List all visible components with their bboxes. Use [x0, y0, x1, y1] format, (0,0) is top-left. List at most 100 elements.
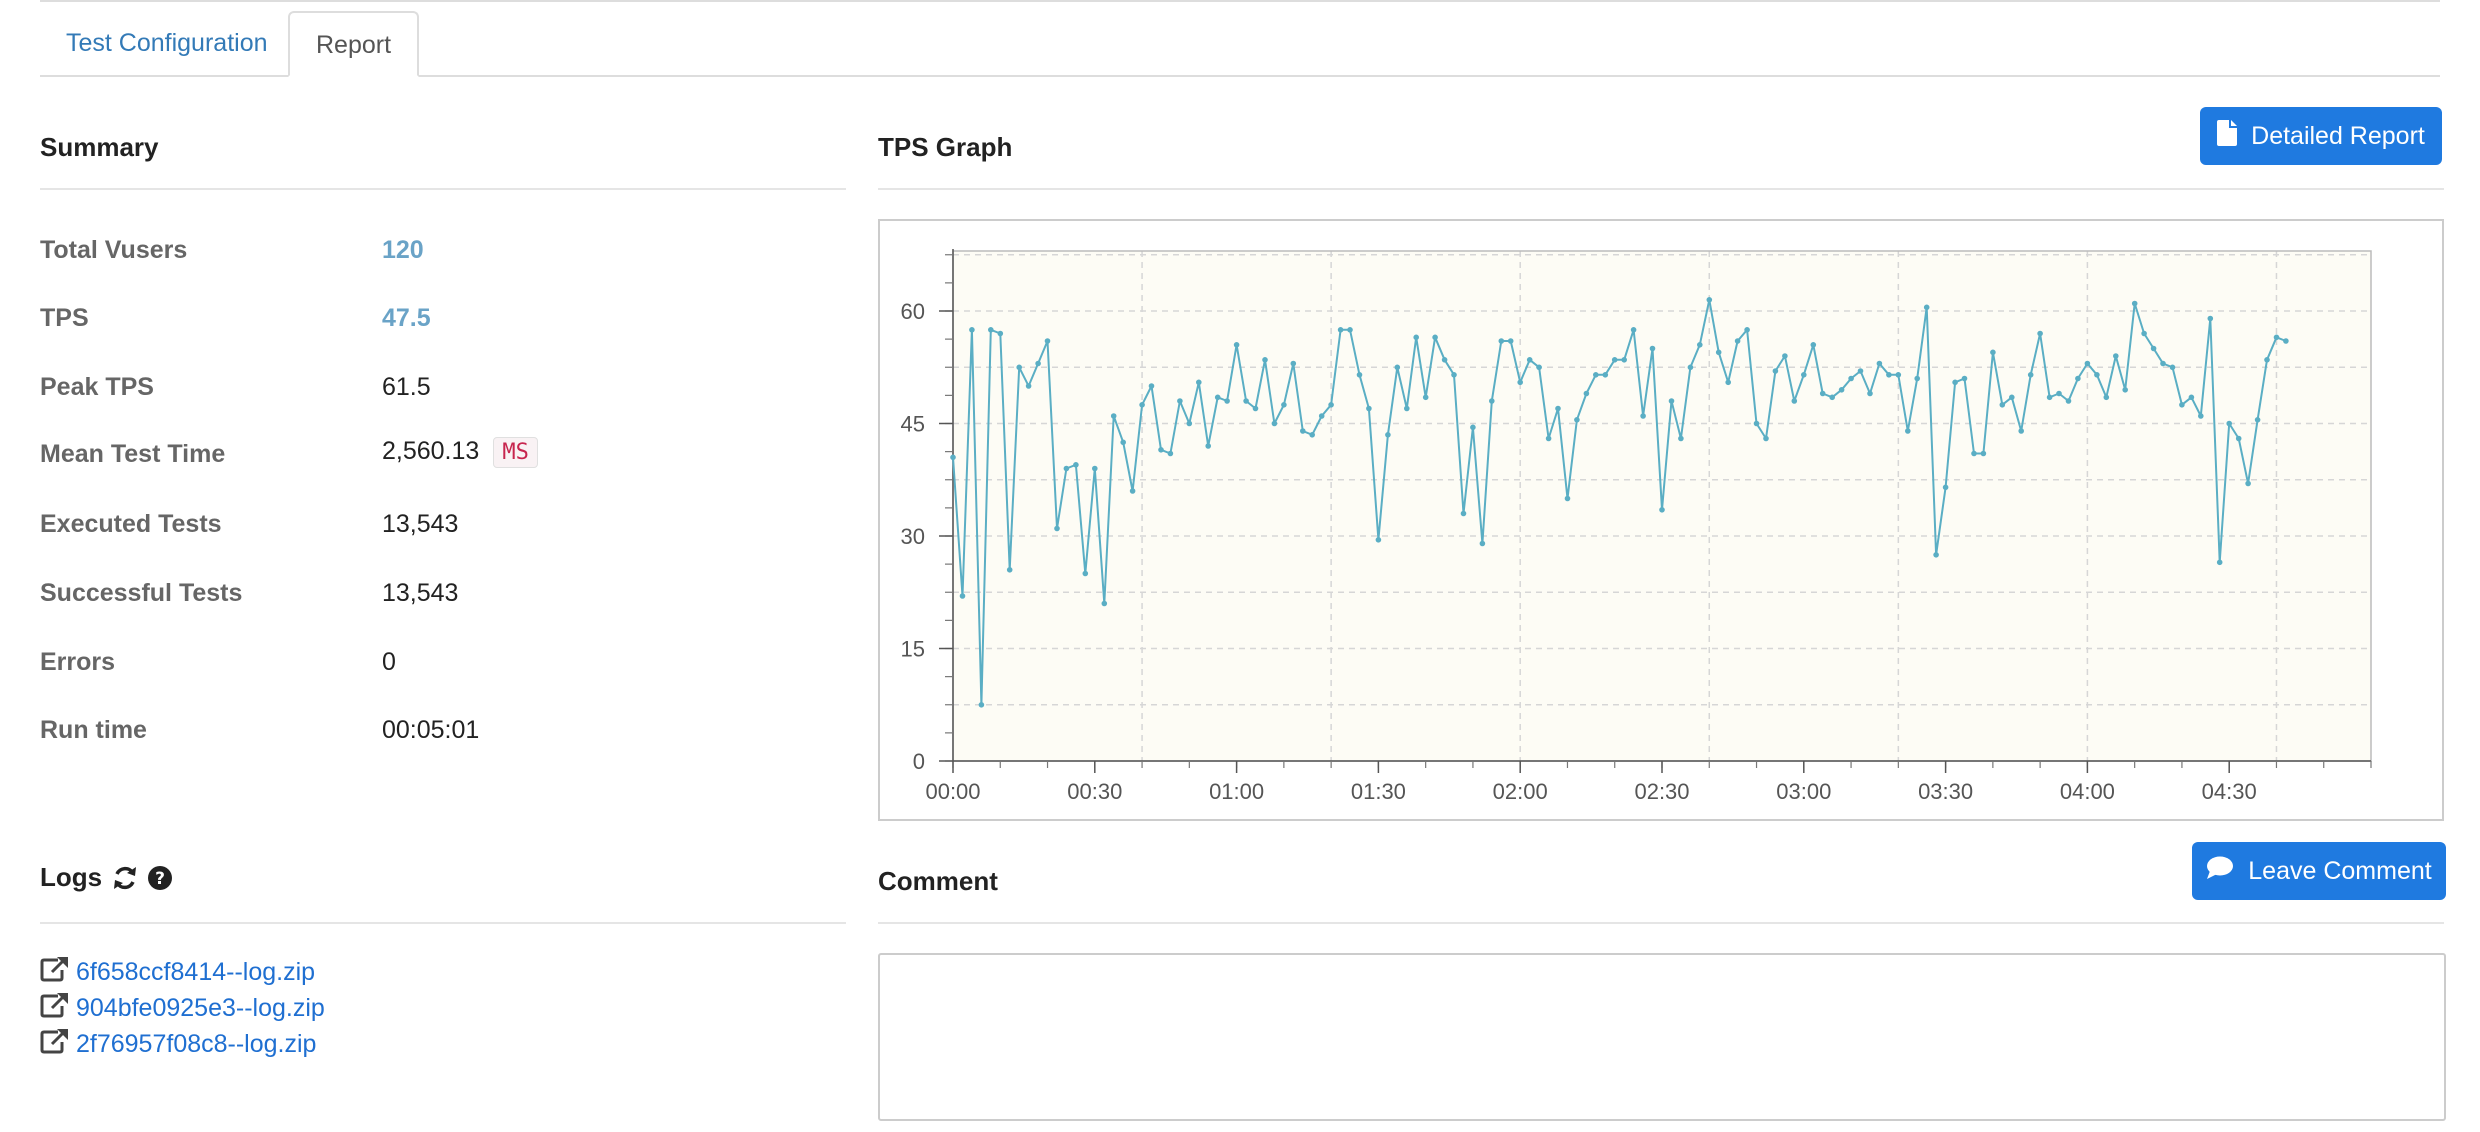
tps-data-point: [1999, 402, 2006, 408]
tps-data-point: [1697, 342, 1703, 348]
x-tick-label: 02:30: [1634, 779, 1689, 804]
tps-data-point: [1016, 364, 1022, 371]
log-file-link[interactable]: 6f658ccf8414--log.zip: [40, 956, 315, 988]
log-file-link[interactable]: 904bfe0925e3--log.zip: [40, 992, 325, 1024]
external-link-icon: [40, 992, 70, 1025]
x-tick-label: 02:00: [1493, 779, 1548, 804]
tps-data-point: [1507, 338, 1514, 344]
tps-data-point: [1006, 567, 1013, 573]
comment-textarea[interactable]: [878, 953, 2446, 1121]
tps-data-point: [988, 327, 994, 333]
tps-data-point: [1489, 398, 1495, 404]
tps-data-point: [1593, 372, 1599, 378]
leave-comment-label: Leave Comment: [2248, 856, 2432, 885]
comment-title: Comment: [878, 866, 998, 896]
tps-data-point: [1772, 368, 1779, 374]
tps-data-point: [2198, 413, 2204, 419]
summary-row-tps: TPS 47.5: [40, 304, 840, 344]
tps-series-line: [952, 298, 2287, 706]
tps-data-point: [1933, 552, 1939, 558]
tps-data-point: [950, 454, 956, 461]
external-link-icon: [40, 1028, 70, 1061]
summary-title: Summary: [40, 132, 159, 162]
tps-data-point: [2188, 394, 2195, 401]
tps-chart: 0 15 30 45 60 00:00 00:30 01:00 01:30 02:00 02:30 0…: [878, 219, 2444, 821]
tps-data-point: [1555, 405, 1561, 412]
tps-data-point: [2179, 402, 2185, 408]
leave-comment-button[interactable]: Leave Comment: [2192, 842, 2446, 900]
tps-data-point: [1536, 364, 1542, 371]
chart-grid: [952, 250, 2372, 762]
tps-data-point: [1271, 420, 1278, 427]
run-time-value: 00:05:01: [382, 716, 480, 744]
detailed-report-button[interactable]: Detailed Report: [2200, 107, 2442, 165]
refresh-icon[interactable]: [112, 865, 138, 891]
tps-data-point: [1810, 342, 1817, 348]
tps-data-point: [1224, 398, 1230, 404]
x-tick-label: 03:00: [1776, 779, 1831, 804]
tps-data-point: [2141, 330, 2147, 337]
tab-report[interactable]: Report: [288, 11, 420, 77]
tps-data-point: [2056, 390, 2062, 397]
tps-data-point: [1281, 402, 1287, 408]
run-time-label: Run time: [40, 716, 147, 744]
tps-data-point: [1706, 297, 1713, 303]
tps-data-point: [1564, 495, 1571, 502]
tps-data-point: [1158, 447, 1164, 453]
tps-data-point: [1961, 375, 1968, 382]
tps-data-point: [1252, 405, 1259, 412]
tps-series: [950, 297, 2289, 708]
log-file-link[interactable]: 2f76957f08c8--log.zip: [40, 1028, 316, 1060]
total-vusers-label: Total Vusers: [40, 236, 188, 264]
tps-data-point: [1356, 372, 1363, 378]
file-icon: [2217, 119, 2238, 153]
tps-data-point: [2122, 387, 2128, 393]
log-file-name: 6f658ccf8414--log.zip: [76, 957, 316, 986]
tps-data-point: [1347, 327, 1353, 333]
tps-data-point: [1451, 372, 1457, 378]
tps-data-point: [1574, 417, 1580, 423]
tps-data-point: [2084, 360, 2091, 367]
summary-row-executed-tests: Executed Tests 13,543: [40, 510, 840, 550]
x-tick-label: 01:00: [1209, 779, 1264, 804]
chart-axes: 0 15 30 45 60 00:00 00:30 01:00 01:30 02:00 02:30 0…: [901, 249, 2372, 804]
tps-data-point: [1214, 394, 1221, 401]
y-tick-label: 45: [901, 412, 925, 437]
tab-test-configuration[interactable]: Test Configuration: [66, 29, 268, 57]
tps-data-point: [2245, 480, 2251, 487]
tps-data-point: [1300, 428, 1306, 434]
summary-row-successful-tests: Successful Tests 13,543: [40, 579, 840, 619]
top-border: [40, 0, 2440, 2]
errors-label: Errors: [40, 648, 116, 676]
tps-data-point: [1366, 405, 1372, 412]
tps-data-point: [1819, 390, 1826, 397]
tps-data-point: [1394, 364, 1401, 371]
tps-data-point: [1063, 465, 1070, 472]
tps-data-point: [1337, 327, 1344, 333]
logs-header: Logs ?: [40, 862, 173, 893]
tps-data-point: [1829, 394, 1835, 401]
tps-data-point: [969, 327, 975, 333]
external-link-icon: [40, 956, 70, 989]
tps-data-point: [1148, 383, 1155, 389]
total-vusers-value: 120: [382, 236, 424, 264]
tps-data-point: [1763, 435, 1769, 442]
tps-data-point: [1640, 413, 1646, 419]
tps-data-point: [1630, 327, 1637, 333]
y-tick-label: 0: [913, 749, 925, 774]
tps-data-point: [1848, 375, 1854, 382]
tps-data-point: [2018, 428, 2024, 434]
executed-tests-value: 13,543: [382, 510, 459, 538]
mean-test-time-value-wrap: 2,560.13 MS: [382, 437, 538, 468]
y-tick-label: 15: [901, 637, 925, 662]
tps-data-point: [2027, 372, 2034, 378]
tps-data-point: [1120, 439, 1126, 446]
question-circle-icon[interactable]: ?: [148, 865, 173, 890]
tps-data-point: [1262, 357, 1268, 363]
tps-data-point: [2113, 353, 2119, 359]
tps-data-point: [2226, 420, 2232, 427]
tps-data-point: [1791, 398, 1798, 404]
tps-data-point: [2264, 357, 2270, 363]
tps-data-point: [1734, 338, 1741, 344]
tps-data-point: [2046, 394, 2053, 401]
